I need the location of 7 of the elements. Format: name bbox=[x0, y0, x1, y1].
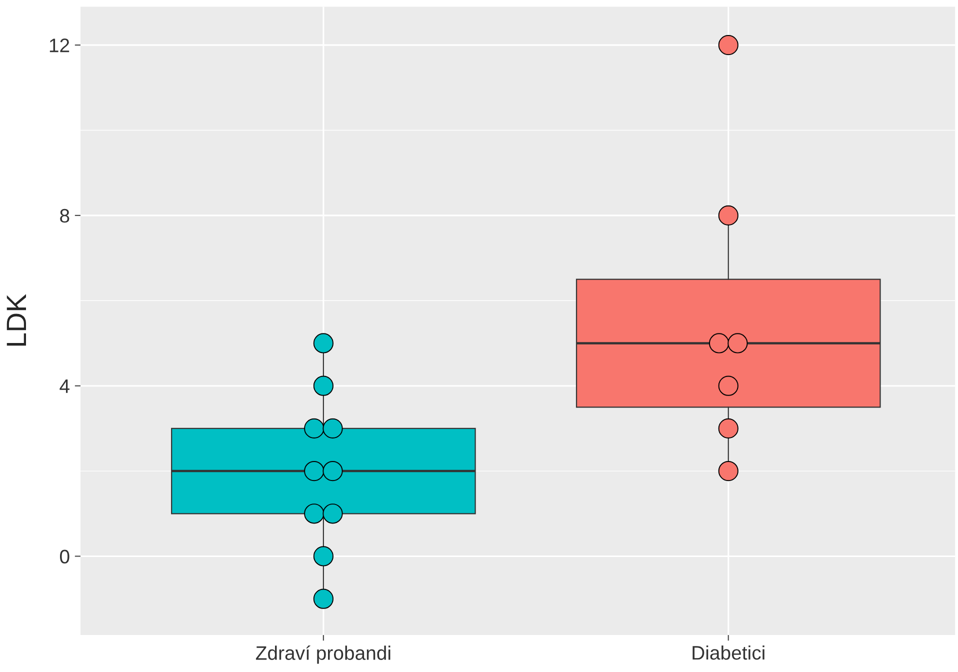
y-tick-label: 8 bbox=[60, 208, 70, 223]
y-tick-label: 4 bbox=[60, 380, 70, 393]
x-tick-label: Diabetici bbox=[692, 645, 764, 660]
y-axis-title: LDK bbox=[6, 294, 26, 346]
y-tick-label: 0 bbox=[60, 550, 70, 564]
x-tick-label: Zdraví probandi bbox=[256, 645, 390, 664]
y-tick-label: 12 bbox=[50, 38, 70, 52]
